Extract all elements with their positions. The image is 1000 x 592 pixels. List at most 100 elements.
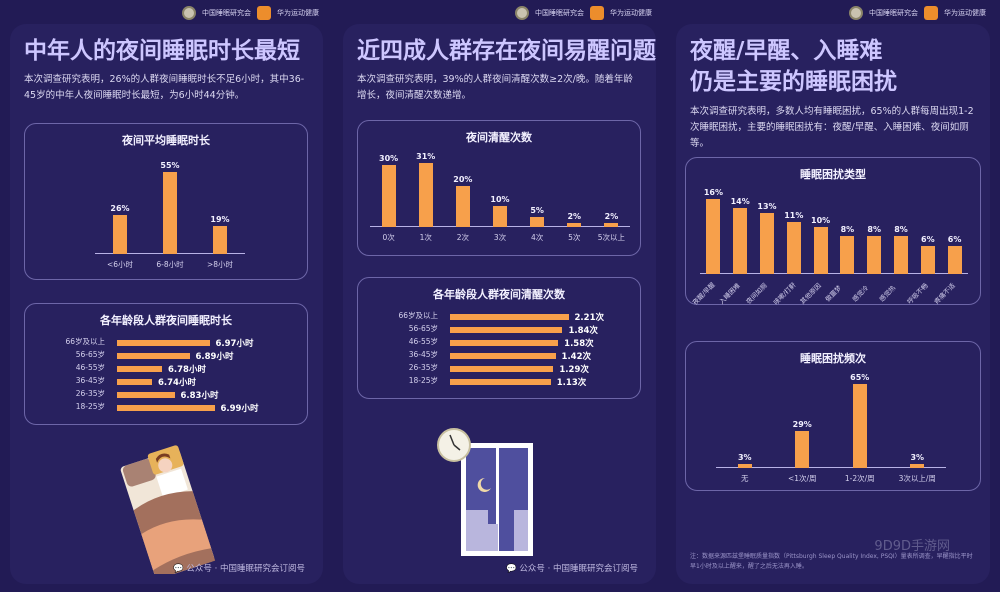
- value-label: 29%: [792, 419, 812, 429]
- card: 中年人的夜间睡眠时长最短 本次调查研究表明，26%的人群夜间睡眠时长不足6小时，…: [10, 24, 323, 584]
- value-label: 6.74小时: [158, 378, 196, 388]
- bar: [117, 405, 215, 411]
- panel-title: 夜醒/早醒、入睡难 仍是主要的睡眠困扰: [690, 38, 897, 95]
- bar: [450, 327, 563, 333]
- category-label: <1次/周: [787, 474, 817, 483]
- category-label: 6-8小时: [156, 260, 184, 269]
- value-label: 30%: [379, 154, 399, 164]
- huawei-health-logo: [590, 6, 604, 20]
- partner-name: 华为运动健康: [610, 9, 652, 17]
- value-label: 10%: [490, 195, 510, 205]
- bar: [840, 236, 855, 274]
- value-label: 1.42次: [561, 352, 592, 362]
- value-label: 8%: [894, 225, 908, 235]
- brand-bar: 中国睡眠研究会 华为运动健康: [849, 6, 986, 20]
- category-label: 无: [741, 474, 749, 483]
- category-label: 36-45岁: [408, 350, 438, 359]
- chart-title: 各年龄段人群夜间睡眠时长: [100, 314, 232, 327]
- chart-title: 夜间清醒次数: [466, 131, 532, 144]
- baseline: [700, 273, 968, 274]
- category-label: 夜醒/早醒: [691, 280, 718, 307]
- bar: [450, 366, 554, 372]
- bar: [813, 226, 828, 274]
- category-label: 0次: [382, 233, 395, 242]
- brand-bar: 中国睡眠研究会 华为运动健康: [182, 6, 319, 20]
- category-label: 56-65岁: [75, 350, 105, 359]
- bar: [706, 198, 721, 274]
- value-label: 26%: [110, 204, 130, 213]
- value-label: 55%: [160, 160, 180, 170]
- panel-description: 本次调查研究表明，39%的人群夜间清醒次数≥2次/晚。随着年龄增长，夜间清醒次数…: [357, 74, 633, 101]
- chart-night-waking-count: 夜间清醒次数 30% 0次 31% 1次 20% 2次 10% 3次 5% 4次 2% 5次 2% 5次以上: [357, 120, 641, 256]
- sleep-society-logo: [182, 6, 196, 20]
- category-label: 66岁及以上: [65, 337, 105, 346]
- bar: [418, 163, 433, 227]
- panel-sleep-troubles: 中国睡眠研究会 华为运动健康 夜醒/早醒、入睡难 仍是主要的睡眠困扰 本次调查研…: [666, 0, 1000, 592]
- plot-area: 16% 夜醒/早醒 14% 入睡困难 13% 夜间如厕 11% 咳嗽/打鼾 10% 其他原因 8% 做…: [691, 188, 968, 307]
- org-name: 中国睡眠研究会: [202, 9, 251, 17]
- chart-title: 各年龄段人群夜间清醒次数: [433, 288, 565, 301]
- value-label: 6%: [947, 234, 962, 244]
- value-label: 6.99小时: [220, 404, 259, 414]
- chart-title: 夜间平均睡眠时长: [122, 134, 210, 147]
- card: 近四成人群存在夜间易醒问题 本次调查研究表明，39%的人群夜间清醒次数≥2次/晚…: [343, 24, 656, 584]
- value-label: 6%: [921, 234, 935, 244]
- panel-night-waking: 中国睡眠研究会 华为运动健康 近四成人群存在夜间易醒问题 本次调查研究表明，39…: [333, 0, 666, 592]
- category-label: >8小时: [206, 260, 234, 269]
- category-label: 3次以上/周: [898, 474, 936, 483]
- category-label: 1次: [419, 233, 432, 242]
- value-label: 1.13次: [556, 378, 587, 388]
- panel-title: 近四成人群存在夜间易醒问题: [357, 38, 656, 64]
- category-label: <6小时: [106, 260, 134, 269]
- value-label: 8%: [840, 225, 855, 235]
- bar: [786, 222, 801, 274]
- huawei-health-logo: [924, 6, 938, 20]
- value-label: 6.78小时: [168, 365, 206, 375]
- category-label: 1-2次/周: [844, 474, 875, 483]
- plot-area: 30% 0次 31% 1次 20% 2次 10% 3次 5% 4次 2% 5次 2% 5次以上: [370, 152, 630, 242]
- partner-name: 华为运动健康: [277, 9, 319, 17]
- value-label: 8%: [867, 225, 881, 235]
- bar: [852, 384, 867, 468]
- bar: [450, 379, 551, 385]
- category-label: 疼痛不适: [932, 281, 957, 306]
- bar: [117, 353, 190, 359]
- category-label: 66岁及以上: [398, 311, 438, 320]
- bar: [117, 366, 162, 372]
- value-label: 3%: [910, 453, 925, 463]
- panel-description: 本次调查研究表明，多数人均有睡眠困扰，65%的人群每周出现1-2次睡眠困扰，主要…: [690, 106, 974, 149]
- brand-bar: 中国睡眠研究会 华为运动健康: [515, 6, 652, 20]
- chart-trouble-frequency: 睡眠困扰频次 3% 无 29% <1次/周 65% 1-2次/周 3% 3次以上/周: [685, 341, 981, 491]
- value-label: 1.29次: [559, 365, 589, 375]
- category-label: 其他原因: [798, 281, 823, 306]
- bar: [450, 340, 559, 346]
- category-label: 46-55岁: [75, 363, 105, 372]
- value-label: 11%: [784, 211, 804, 221]
- value-label: 19%: [210, 214, 230, 224]
- bar: [530, 216, 545, 227]
- category-label: 做噩梦: [824, 283, 844, 304]
- bar: [381, 165, 396, 227]
- value-label: 6.89小时: [195, 352, 234, 362]
- bar: [760, 212, 774, 274]
- footnote: 注：数据来源匹兹堡睡眠质量指数（Pittsburgh Sleep Quality…: [690, 553, 973, 570]
- bar: [493, 206, 507, 227]
- card: 夜醒/早醒、入睡难 仍是主要的睡眠困扰 本次调查研究表明，多数人均有睡眠困扰，6…: [676, 24, 990, 584]
- value-label: 2%: [604, 211, 619, 221]
- org-name: 中国睡眠研究会: [535, 9, 584, 17]
- category-label: 56-65岁: [408, 324, 438, 333]
- value-label: 20%: [453, 174, 473, 184]
- value-label: 6.97小时: [215, 339, 254, 349]
- category-label: 36-45岁: [75, 376, 105, 385]
- bar: [920, 245, 935, 274]
- value-label: 31%: [416, 152, 436, 162]
- sleep-society-logo: [515, 6, 529, 20]
- bar: [567, 222, 582, 227]
- category-label: 5次: [568, 233, 581, 242]
- value-label: 65%: [850, 373, 870, 383]
- value-label: 13%: [757, 201, 777, 211]
- category-label: 咳嗽/打鼾: [771, 280, 798, 307]
- chart-title: 睡眠困扰类型: [800, 168, 866, 181]
- huawei-health-logo: [257, 6, 271, 20]
- partner-name: 华为运动健康: [944, 9, 986, 17]
